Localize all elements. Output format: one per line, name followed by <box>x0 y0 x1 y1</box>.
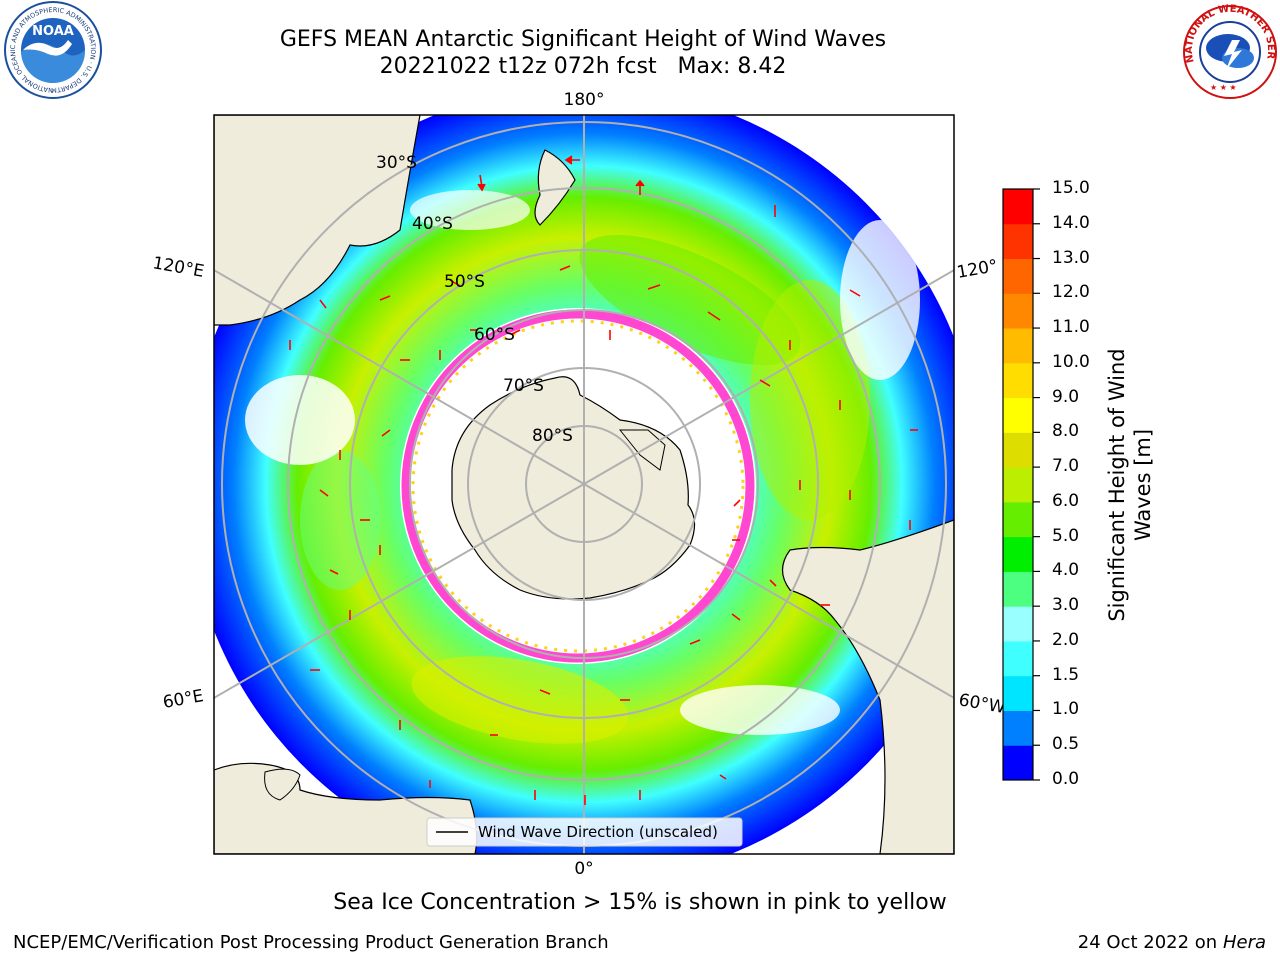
lon-label-120w: 120° <box>955 256 999 283</box>
colorbar-tick-label: 13.0 <box>1052 247 1090 268</box>
colorbar-tick-label: 15.0 <box>1052 178 1090 198</box>
colorbar-label-line1: Significant Height of Wind <box>1105 348 1129 622</box>
colorbar-tick-label: 8.0 <box>1052 421 1080 442</box>
colorbar-band <box>1003 501 1033 538</box>
footer-date: 24 Oct 2022 on Hera <box>1078 932 1266 953</box>
colorbar-tick-label: 4.0 <box>1052 560 1080 581</box>
colorbar-band <box>1003 189 1033 225</box>
wind-wave-legend: Wind Wave Direction (unscaled) <box>426 817 743 847</box>
colorbar-tick-label: 6.0 <box>1052 490 1080 511</box>
australia-land <box>214 115 421 326</box>
lon-label-60e: 60°E <box>161 686 205 713</box>
colorbar-band <box>1003 258 1033 294</box>
footer-date-text: 24 Oct 2022 on <box>1077 932 1218 953</box>
footer-credit: NCEP/EMC/Verification Post Processing Pr… <box>13 932 609 953</box>
lon-label-180: 180° <box>564 90 605 110</box>
wind-wave-arrows <box>289 155 918 805</box>
colorbar-band <box>1003 362 1033 399</box>
south-america-land <box>781 519 954 854</box>
colorbar-tick-label: 2.0 <box>1052 629 1080 650</box>
colorbar <box>1002 188 1040 781</box>
colorbar-label-line2: Waves [m] <box>1131 428 1155 542</box>
chart-subtitle: 20221022 t12z 072h fcst Max: 8.42 <box>379 54 787 79</box>
colorbar-band <box>1003 640 1033 677</box>
footer-machine: Hera <box>1222 932 1266 953</box>
svg-text:★ ★ ★: ★ ★ ★ <box>1210 83 1237 92</box>
colorbar-tick-label: 9.0 <box>1052 386 1080 407</box>
colorbar-tick-label: 7.0 <box>1052 456 1080 477</box>
colorbar-band <box>1003 745 1033 781</box>
lon-label-60w: 60°W <box>957 690 1007 718</box>
nws-logo: NATIONAL WEATHER SERVICE ★ ★ ★ <box>1180 0 1277 99</box>
lat-label-40s: 40°S <box>412 214 453 234</box>
map-frame <box>213 114 955 855</box>
lat-label-30s: 30°S <box>376 153 417 173</box>
colorbar-band <box>1003 675 1033 711</box>
colorbar-tick-label: 11.0 <box>1052 317 1090 338</box>
colorbar-band <box>1003 397 1033 433</box>
lat-label-50s: 50°S <box>444 272 485 292</box>
colorbar-tick-label: 1.0 <box>1052 699 1080 720</box>
sea-ice-note: Sea Ice Concentration > 15% is shown in … <box>333 890 947 915</box>
colorbar-tick-label: 3.0 <box>1052 595 1080 616</box>
lat-label-60s: 60°S <box>474 325 515 345</box>
new-zealand-land <box>534 149 576 226</box>
colorbar-tick-label: 5.0 <box>1052 525 1080 546</box>
colorbar-tick-label: 12.0 <box>1052 282 1090 303</box>
noaa-logo: NATIONAL OCEANIC AND ATMOSPHERIC ADMINIS… <box>0 0 102 99</box>
noaa-text: NOAA <box>32 24 74 39</box>
colorbar-band <box>1003 571 1033 607</box>
colorbar-band <box>1003 536 1033 572</box>
colorbar-tick-label: 0.5 <box>1052 734 1080 755</box>
lon-label-120e: 120°E <box>151 253 205 282</box>
legend-label: Wind Wave Direction (unscaled) <box>478 823 718 841</box>
colorbar-band <box>1003 223 1033 260</box>
chart-title: GEFS MEAN Antarctic Significant Height o… <box>279 27 887 52</box>
colorbar-tick-label: 10.0 <box>1052 351 1090 372</box>
lat-label-70s: 70°S <box>503 376 544 396</box>
colorbar-band <box>1003 606 1033 642</box>
colorbar-tick-label: 1.5 <box>1052 664 1080 685</box>
lat-label-80s: 80°S <box>532 426 573 446</box>
colorbar-tick-label: 14.0 <box>1052 212 1090 233</box>
colorbar-band <box>1003 710 1033 746</box>
colorbar-band <box>1003 467 1033 503</box>
colorbar-band <box>1003 328 1033 364</box>
lon-label-0: 0° <box>574 859 593 879</box>
colorbar-band <box>1003 293 1033 329</box>
graticule <box>214 115 954 854</box>
colorbar-tick-label: 0.0 <box>1052 769 1080 789</box>
colorbar-band <box>1003 432 1033 468</box>
